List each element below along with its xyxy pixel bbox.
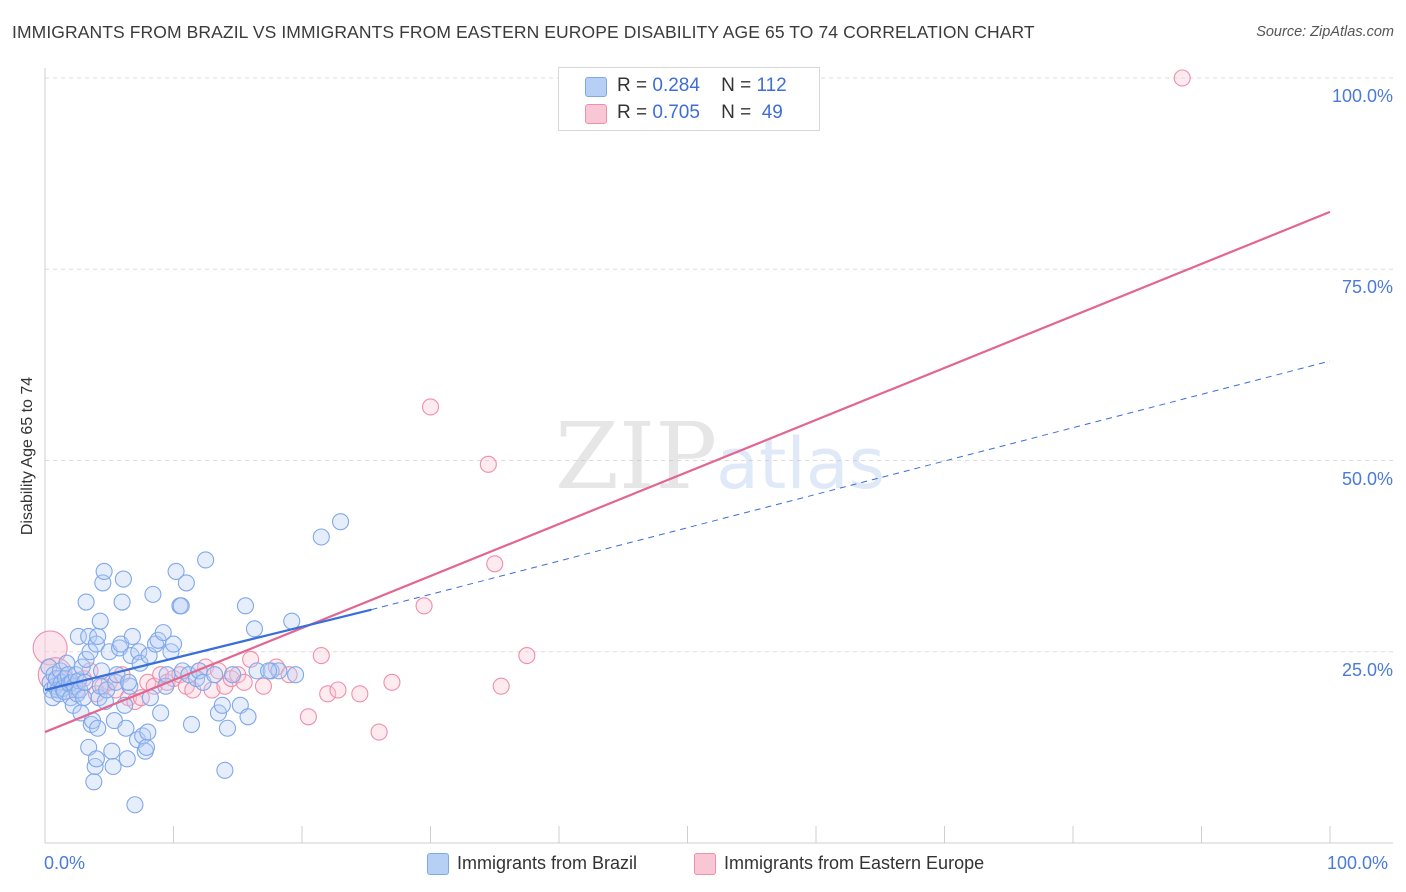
eastern-europe-point: [518, 647, 536, 665]
brazil-point: [77, 650, 95, 668]
brazil-point: [164, 635, 183, 653]
brazil-point: [75, 689, 93, 707]
brazil-point: [331, 513, 350, 531]
brazil-point: [239, 708, 257, 726]
brazil-point: [312, 528, 330, 546]
eastern-europe-point: [329, 681, 347, 699]
brazil-point: [117, 719, 135, 737]
brazil-point: [89, 627, 107, 646]
brazil-point: [137, 738, 156, 756]
x-tick-label-max: 100.0%: [1327, 853, 1389, 873]
legend-n-value-brazil: 112: [756, 75, 787, 96]
chart-title: IMMIGRANTS FROM BRAZIL VS IMMIGRANTS FRO…: [12, 22, 1035, 42]
brazil-point: [283, 612, 301, 630]
brazil-point: [91, 612, 109, 630]
legend-r-label: R =: [617, 75, 648, 96]
brazil-point: [113, 593, 131, 611]
brazil-point: [172, 597, 190, 615]
brazil-point: [152, 704, 170, 722]
x-tick-label-min: 0.0%: [44, 853, 86, 873]
source-label: Source: ZipAtlas.com: [1256, 24, 1394, 40]
brazil-point: [206, 666, 224, 684]
legend-r-label: R =: [617, 102, 648, 123]
brazil-point: [77, 593, 95, 611]
eastern-europe-point: [370, 723, 388, 741]
bottom-legend-label-eastern-europe: Immigrants from Eastern Europe: [724, 853, 985, 873]
brazil-point: [260, 662, 278, 680]
legend-r-value-brazil: 0.284: [652, 75, 700, 96]
bottom-legend-swatch-brazil: [427, 853, 449, 875]
brazil-point: [167, 562, 185, 580]
eastern-europe-point: [479, 455, 497, 473]
brazil-trend-line: [44, 608, 372, 692]
watermark-atlas: atlas: [716, 423, 885, 505]
eastern-europe-point: [492, 677, 510, 695]
y-tick-label: 75.0%: [1341, 277, 1393, 298]
legend-n-value-eastern-europe: 49: [761, 102, 783, 123]
brazil-point: [85, 773, 103, 791]
y-axis-label: Disability Age 65 to 74: [19, 376, 36, 536]
brazil-point: [216, 761, 234, 779]
legend-swatch-brazil: [585, 77, 607, 97]
legend-swatch-eastern-europe: [585, 104, 607, 124]
eastern-europe-point: [299, 708, 317, 726]
eastern-europe-point: [421, 398, 440, 416]
brazil-point: [114, 570, 132, 588]
brazil-point: [218, 719, 237, 737]
legend-r-value-eastern-europe: 0.705: [652, 102, 700, 123]
y-tick-label: 25.0%: [1341, 659, 1393, 680]
brazil-point: [144, 585, 162, 603]
legend-n-label: N =: [721, 102, 752, 123]
brazil-point: [224, 666, 242, 684]
eastern-europe-point: [254, 677, 273, 695]
brazil-point: [197, 551, 215, 569]
bottom-legend-swatch-eastern-europe: [694, 853, 716, 875]
brazil-point: [119, 673, 138, 691]
brazil-point: [123, 627, 141, 646]
brazil-point: [103, 742, 121, 760]
grid-lines: [45, 77, 1393, 653]
brazil-point: [213, 696, 231, 714]
trend-lines: [44, 210, 1331, 734]
brazil-point: [118, 750, 136, 768]
watermark: ZIP atlas: [555, 403, 885, 510]
stats-legend: R = 0.284 N = 112 R = 0.705 N = 49: [558, 67, 820, 131]
brazil-point: [139, 723, 157, 741]
eastern-europe-point: [351, 685, 369, 703]
eastern-europe-point: [383, 673, 401, 691]
axes: [44, 68, 1393, 844]
brazil-point: [270, 662, 288, 680]
brazil-point: [154, 624, 172, 642]
brazil-point: [245, 620, 264, 638]
brazil-point: [248, 662, 266, 680]
eastern-europe-point: [32, 630, 68, 666]
eastern-europe-trend-line: [44, 210, 1331, 734]
brazil-trend-line-extrapolated: [371, 360, 1331, 611]
brazil-point: [95, 562, 113, 580]
brazil-point: [104, 757, 122, 776]
eastern-europe-point: [312, 647, 330, 665]
brazil-point: [89, 719, 107, 737]
brazil-point: [126, 796, 144, 814]
eastern-europe-point: [415, 597, 433, 615]
brazil-point: [182, 715, 201, 733]
brazil-point: [209, 704, 228, 722]
eastern-europe-point: [280, 666, 298, 684]
brazil-point: [177, 574, 195, 592]
brazil-point: [287, 666, 305, 684]
y-tick-label: 100.0%: [1331, 86, 1393, 106]
bottom-legend-label-brazil: Immigrants from Brazil: [457, 853, 638, 873]
brazil-point: [236, 597, 255, 615]
eastern-europe-point: [486, 555, 504, 573]
eastern-europe-point: [319, 685, 337, 703]
brazil-point: [87, 750, 105, 768]
legend-n-label: N =: [721, 75, 752, 96]
eastern-europe-point: [1173, 69, 1191, 87]
y-tick-label: 50.0%: [1341, 468, 1393, 489]
brazil-point: [69, 627, 87, 646]
brazil-points: [40, 513, 350, 814]
